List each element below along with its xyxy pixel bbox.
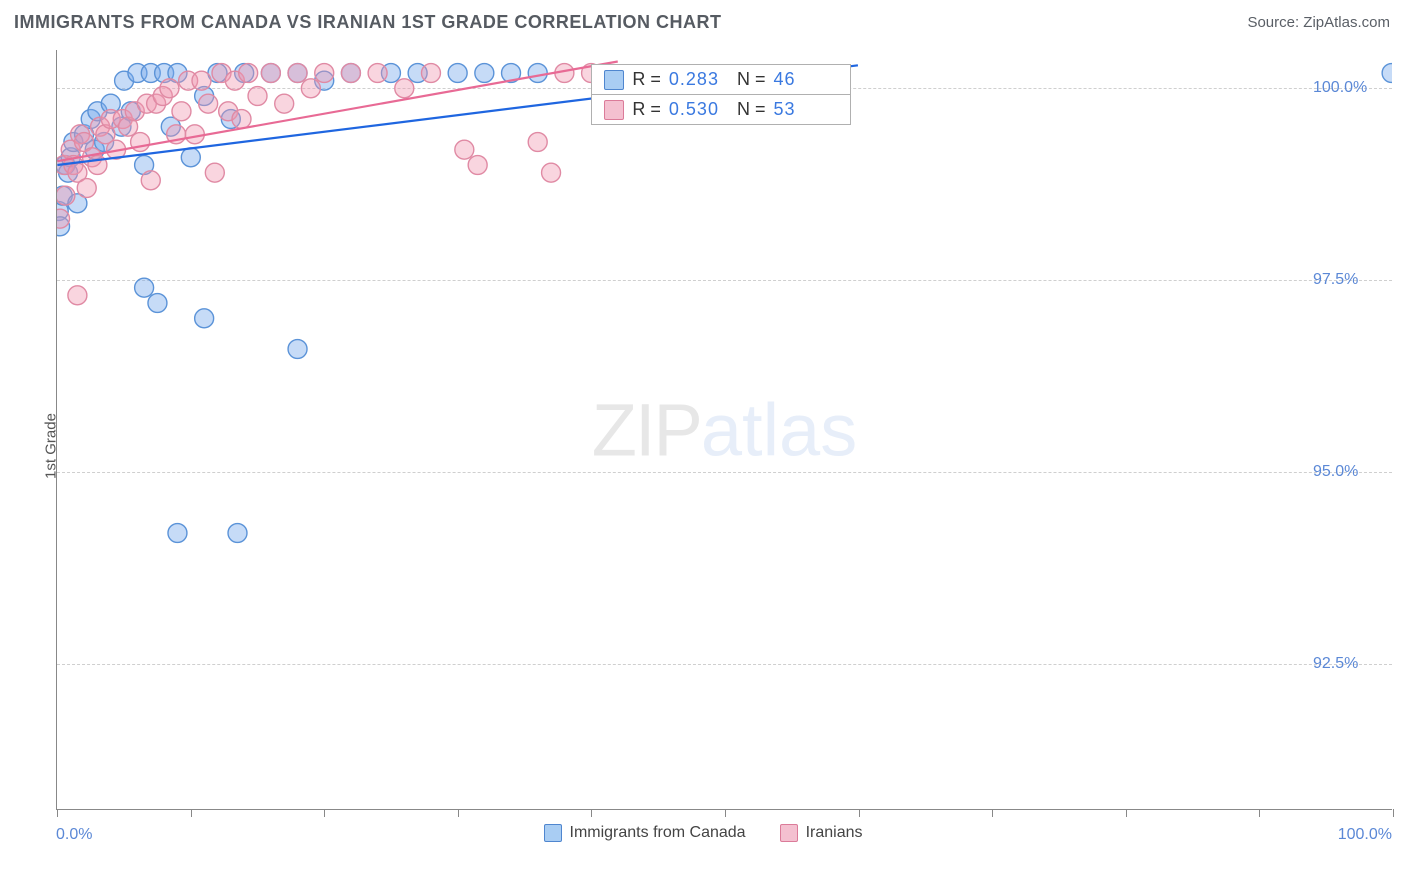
data-point [248, 87, 267, 106]
data-point [288, 340, 307, 359]
stat-r-value: 0.530 [669, 99, 719, 120]
x-tick [1259, 809, 1260, 817]
series-swatch [604, 100, 624, 120]
chart-title: IMMIGRANTS FROM CANADA VS IRANIAN 1ST GR… [14, 12, 722, 33]
stat-n-label: N = [737, 69, 766, 90]
x-tick [1126, 809, 1127, 817]
x-tick [324, 809, 325, 817]
stat-n-label: N = [737, 99, 766, 120]
series-swatch [604, 70, 624, 90]
x-tick [1393, 809, 1394, 817]
x-tick [591, 809, 592, 817]
data-point [528, 133, 547, 152]
data-point [395, 79, 414, 98]
stat-r-value: 0.283 [669, 69, 719, 90]
data-point [301, 79, 320, 98]
stat-r-label: R = [632, 99, 661, 120]
data-point [181, 148, 200, 167]
stat-box: R = 0.283 N = 46 [591, 64, 851, 95]
data-point [205, 163, 224, 182]
data-point [185, 125, 204, 144]
data-point [421, 64, 440, 83]
data-point [448, 64, 467, 83]
legend-label: Iranians [806, 824, 863, 842]
data-point [57, 186, 75, 205]
data-point [288, 64, 307, 83]
data-point [315, 64, 334, 83]
x-tick [859, 809, 860, 817]
x-tick [725, 809, 726, 817]
data-point [141, 171, 160, 190]
stat-n-value: 53 [773, 99, 795, 120]
data-point [195, 309, 214, 328]
legend-swatch [544, 824, 562, 842]
data-point [135, 278, 154, 297]
chart-plot-area: ZIPatlas 92.5%95.0%97.5%100.0%R =0.283N … [56, 50, 1392, 810]
data-point [168, 524, 187, 543]
data-point [341, 64, 360, 83]
scatter-svg [57, 50, 1392, 809]
data-point [261, 64, 280, 83]
data-point [172, 102, 191, 121]
x-tick [992, 809, 993, 817]
data-point [192, 71, 211, 90]
legend-label: Immigrants from Canada [570, 824, 746, 842]
stat-n-value: 46 [773, 69, 795, 90]
data-point [239, 64, 258, 83]
data-point [57, 209, 70, 228]
x-tick [57, 809, 58, 817]
stat-r-label: R = [632, 69, 661, 90]
legend-item: Iranians [780, 824, 863, 842]
data-point [68, 286, 87, 305]
source-label: Source: ZipAtlas.com [1247, 14, 1390, 31]
legend: Immigrants from Canada Iranians [0, 824, 1406, 842]
data-point [542, 163, 561, 182]
stat-box: R = 0.530 N = 53 [591, 94, 851, 125]
data-point [148, 294, 167, 313]
data-point [199, 94, 218, 113]
data-point [1382, 64, 1392, 83]
data-point [455, 140, 474, 159]
data-point [228, 524, 247, 543]
x-tick [191, 809, 192, 817]
data-point [232, 110, 251, 129]
chart-header: IMMIGRANTS FROM CANADA VS IRANIAN 1ST GR… [0, 0, 1406, 43]
x-tick [458, 809, 459, 817]
data-point [77, 179, 96, 198]
legend-swatch [780, 824, 798, 842]
data-point [468, 156, 487, 175]
data-point [475, 64, 494, 83]
legend-item: Immigrants from Canada [544, 824, 746, 842]
data-point [275, 94, 294, 113]
data-point [528, 64, 547, 83]
data-point [160, 79, 179, 98]
data-point [368, 64, 387, 83]
